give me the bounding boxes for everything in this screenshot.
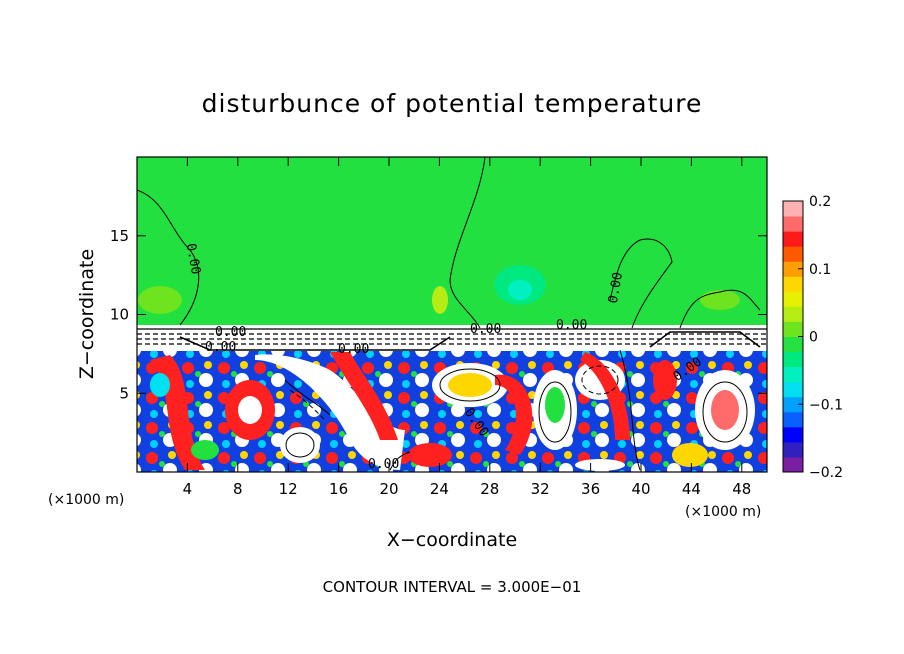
y-axis-label: Z−coordinate [76, 249, 98, 379]
plot-field [137, 157, 767, 472]
colorbar-swatch [783, 306, 803, 322]
contour-label: 0.00 [183, 242, 203, 275]
colorbar-swatch [783, 276, 803, 292]
colorbar-swatch [783, 366, 803, 383]
colorbar-swatch [783, 336, 803, 353]
y-tick-label: 10 [110, 306, 129, 324]
contour-label: 0.00 [606, 271, 626, 304]
colorbar-swatch [783, 216, 803, 232]
x-axis-unit-right: (×1000 m) [685, 504, 761, 520]
x-tick-label: 28 [480, 480, 499, 498]
colorbar-tick-label: 0 [809, 330, 818, 346]
x-tick-label: 40 [631, 480, 650, 498]
warm-anomaly [432, 286, 448, 314]
x-tick-label: 8 [233, 480, 243, 498]
x-axis-unit-left: (×1000 m) [48, 492, 124, 508]
colorbar-tick-label: −0.2 [809, 465, 843, 481]
colorbar-swatch [783, 456, 803, 473]
colorbar-swatch [783, 411, 803, 428]
contour-label: 0.00 [556, 318, 587, 333]
inversion-lines [137, 328, 767, 351]
contour-interval-note: CONTOUR INTERVAL = 3.000E−01 [323, 578, 582, 596]
colorbar-swatch [783, 246, 803, 262]
x-axis: 4 8 12 16 20 24 28 32 36 40 44 48 [183, 157, 751, 498]
y-tick-label: 5 [119, 384, 129, 402]
x-tick-label: 16 [329, 480, 348, 498]
x-axis-label: X−coordinate [387, 529, 517, 551]
contour-label: 0.00 [205, 340, 236, 355]
x-tick-label: 32 [531, 480, 550, 498]
contour-label: 0.00 [338, 342, 369, 357]
x-tick-label: 24 [430, 480, 449, 498]
colorbar-tick-label: 0.1 [809, 262, 831, 278]
colorbar-swatch [783, 321, 803, 337]
colorbar-tick-label: −0.1 [809, 397, 843, 413]
cool-anomaly [508, 280, 532, 300]
colorbar-swatch [783, 261, 803, 277]
colorbar-swatch [783, 396, 803, 413]
x-tick-label: 44 [682, 480, 701, 498]
x-tick-label: 36 [581, 480, 600, 498]
contour-label: 0.00 [470, 322, 501, 337]
x-tick-label: 48 [732, 480, 751, 498]
contour-label: 0.00 [215, 325, 246, 340]
x-tick-label: 12 [279, 480, 298, 498]
chart-title: disturbunce of potential temperature [202, 89, 703, 118]
colorbar-swatch [783, 441, 803, 458]
colorbar-swatch [783, 291, 803, 307]
colorbar-tick-label: 0.2 [809, 194, 831, 210]
warm-anomaly [700, 290, 740, 310]
colorbar-swatch [783, 231, 803, 247]
contour-label: 0.00 [368, 457, 399, 472]
colorbar-swatch [783, 201, 803, 217]
colorbar-swatch [783, 426, 803, 443]
contour-lines-upper [137, 157, 761, 329]
colorbar-swatch [783, 351, 803, 368]
cool-anomaly [138, 286, 182, 314]
x-tick-label: 4 [183, 480, 193, 498]
x-tick-label: 20 [379, 480, 398, 498]
y-tick-label: 15 [110, 227, 129, 245]
colorbar: 0.2 0.1 0 −0.1 −0.2 [782, 194, 843, 481]
colorbar-swatch [783, 381, 803, 398]
contour-lines-lower [284, 349, 748, 471]
y-axis: 5 10 15 [110, 227, 767, 402]
